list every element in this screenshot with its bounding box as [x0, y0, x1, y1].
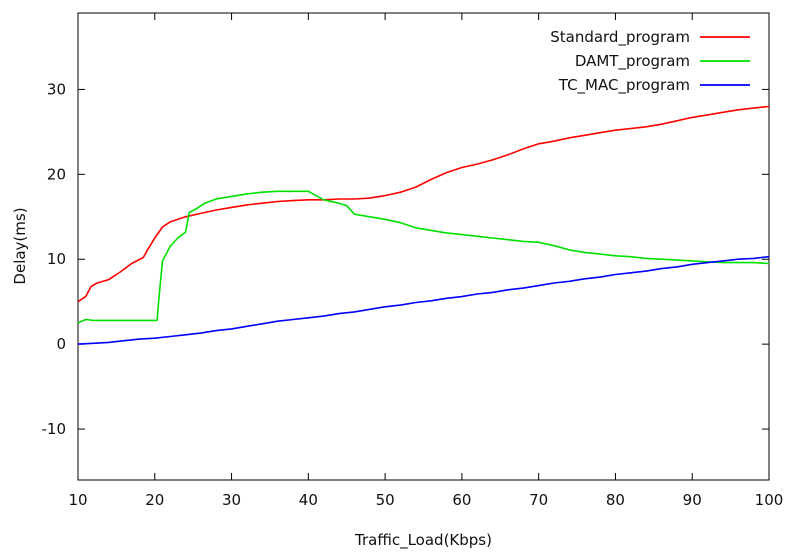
series-line-damt-program: [77, 190, 770, 324]
y-tick-label: 30: [47, 80, 66, 98]
x-tick-label: 100: [755, 491, 784, 509]
y-tick-label: 0: [56, 335, 66, 353]
y-tick-label: 20: [47, 165, 66, 183]
x-tick-label: 20: [145, 491, 164, 509]
legend-label: Standard_program: [550, 28, 690, 47]
series-line-standard-program: [77, 105, 770, 303]
plot-frame: [77, 12, 770, 481]
x-tick-label: 60: [452, 491, 471, 509]
x-tick-label: 40: [299, 491, 318, 509]
series-layer: [77, 105, 770, 345]
y-axis-label: Delay(ms): [11, 207, 29, 284]
x-tick-label: 80: [606, 491, 625, 509]
x-tick-label: 10: [68, 491, 87, 509]
legend-label: DAMT_program: [575, 52, 690, 71]
x-tick-label: 70: [529, 491, 548, 509]
axis-ticks: 10 20 30 40 50 60 70 80 90 100 -10 0 10 20 30: [42, 13, 784, 509]
series-line-tc-mac-program: [77, 255, 770, 345]
x-tick-label: 50: [376, 491, 395, 509]
x-axis-label: Traffic_Load(Kbps): [354, 531, 492, 550]
y-tick-label: -10: [42, 420, 67, 438]
x-tick-label: 30: [222, 491, 241, 509]
legend-label: TC_MAC_program: [558, 76, 690, 95]
y-tick-label: 10: [47, 250, 66, 268]
legend: Standard_program DAMT_program TC_MAC_progr…: [550, 28, 750, 95]
x-tick-label: 90: [683, 491, 702, 509]
